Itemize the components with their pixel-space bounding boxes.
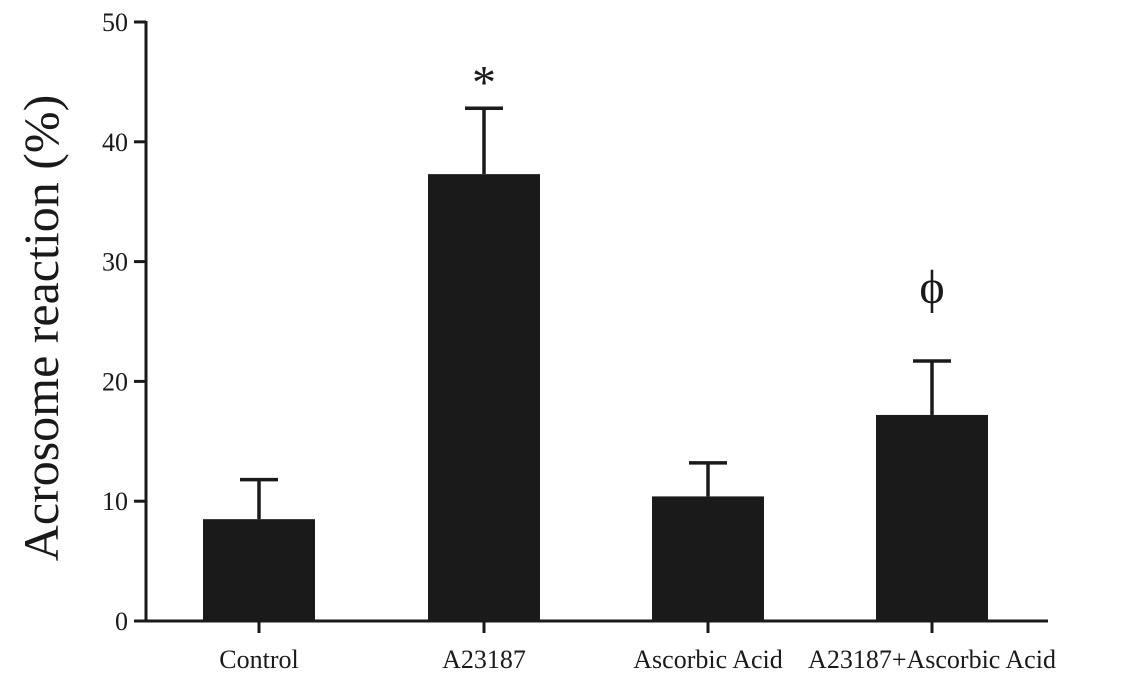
bars: *ϕ xyxy=(203,56,988,621)
y-tick-label: 40 xyxy=(102,128,128,157)
y-axis-label: Acrosome reaction (%) xyxy=(13,95,69,561)
significance-marker: * xyxy=(472,56,496,109)
x-tick-label: Ascorbic Acid xyxy=(633,645,782,674)
x-tick-label: Control xyxy=(219,645,298,674)
bar xyxy=(652,496,764,621)
bar xyxy=(203,519,315,621)
category-labels: Control A23187 Ascorbic Acid A23187+Ascorbi… xyxy=(219,645,1056,674)
x-tick-label: A23187 xyxy=(442,645,526,674)
x-tick-label: A23187+Ascorbic Acid xyxy=(808,645,1056,674)
y-tick-label: 20 xyxy=(102,367,128,396)
significance-marker: ϕ xyxy=(919,261,944,314)
y-tick-label: 10 xyxy=(102,487,128,516)
y-tick-label: 30 xyxy=(102,248,128,277)
y-tick-label: 50 xyxy=(102,8,128,37)
y-tick-label: 0 xyxy=(115,607,128,636)
bar xyxy=(428,174,540,621)
bar xyxy=(876,414,988,621)
